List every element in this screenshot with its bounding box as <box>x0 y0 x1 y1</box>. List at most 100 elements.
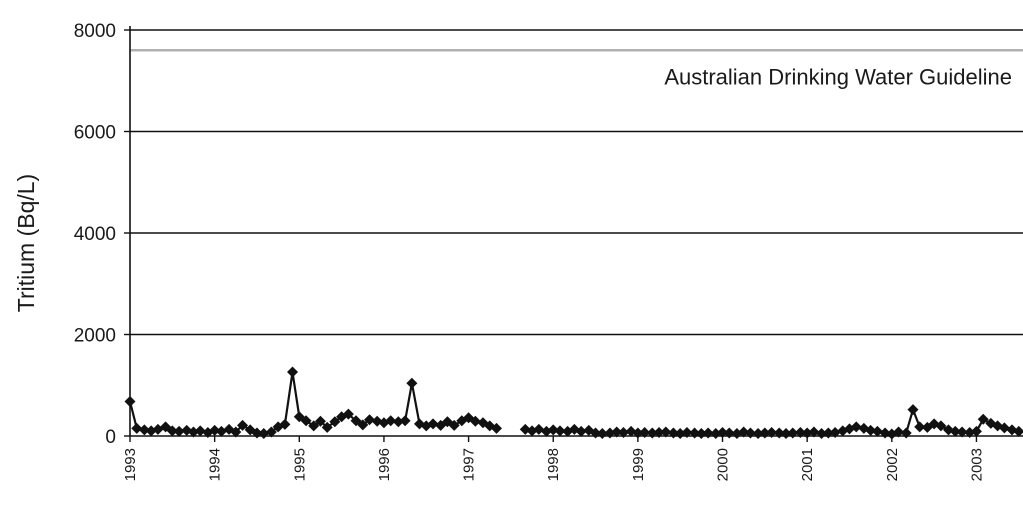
data-point <box>173 425 185 437</box>
data-point <box>265 426 277 438</box>
x-tick-label: 1997 <box>461 448 478 481</box>
data-point <box>575 425 587 437</box>
data-point <box>364 414 376 426</box>
data-point <box>723 427 735 439</box>
x-tick-label: 1994 <box>207 448 224 481</box>
data-point <box>308 420 320 432</box>
data-point <box>780 427 792 439</box>
data-point <box>385 415 397 427</box>
data-point <box>237 419 249 431</box>
data-point <box>660 426 672 438</box>
data-point <box>392 416 404 428</box>
data-point <box>1013 425 1023 437</box>
x-tick-label: 1996 <box>376 448 393 481</box>
data-point <box>314 415 326 427</box>
data-point <box>871 425 883 437</box>
y-tick-labels: 0 2000 4000 6000 8000 <box>74 21 116 448</box>
guideline-label: Australian Drinking Water Guideline <box>664 64 1012 89</box>
data-point <box>689 427 701 439</box>
data-point <box>773 427 785 439</box>
data-point <box>469 415 481 427</box>
data-point <box>879 427 891 439</box>
data-point <box>554 425 566 437</box>
data-point <box>822 427 834 439</box>
data-point <box>209 424 221 436</box>
data-point <box>935 420 947 432</box>
data-point <box>547 424 559 436</box>
data-point <box>808 426 820 438</box>
x-tick-label: 2001 <box>799 448 816 481</box>
x-tick-label: 2003 <box>968 448 985 481</box>
y-tick-label: 8000 <box>74 21 116 42</box>
y-tick-label: 4000 <box>74 224 116 245</box>
y-tick-label: 6000 <box>74 123 116 144</box>
x-tick-label: 1998 <box>545 448 562 481</box>
x-tick-label: 2000 <box>715 448 732 481</box>
data-point <box>717 426 729 438</box>
data-point <box>342 408 354 420</box>
data-point <box>949 425 961 437</box>
axes <box>124 26 1023 442</box>
gridlines <box>130 29 1023 336</box>
x-tick-label: 2002 <box>884 448 901 481</box>
data-point <box>956 426 968 438</box>
data-point <box>850 421 862 433</box>
data-point <box>674 427 686 439</box>
data-point <box>321 421 333 433</box>
data-point <box>667 427 679 439</box>
y-tick-label: 2000 <box>74 326 116 347</box>
data-point <box>357 419 369 431</box>
data-point <box>448 419 460 431</box>
data-point <box>646 427 658 439</box>
data-point <box>611 426 623 438</box>
data-point <box>977 413 989 425</box>
data-point <box>865 424 877 436</box>
data-point <box>695 427 707 439</box>
data-point <box>632 427 644 439</box>
data-point <box>329 416 341 428</box>
data-point <box>998 422 1010 434</box>
x-tick-labels: 1993 1994 1995 1996 1997 1998 1999 2000 2001 2002… <box>122 448 985 481</box>
data-point <box>124 395 136 407</box>
data-point <box>964 426 976 438</box>
data-point <box>187 426 199 438</box>
data-point <box>491 422 503 434</box>
data-point <box>900 427 912 439</box>
data-point <box>702 427 714 439</box>
data-point <box>300 415 312 427</box>
data-point <box>131 422 143 434</box>
x-tick-label: 1999 <box>630 448 647 481</box>
data-point <box>829 426 841 438</box>
data-point <box>710 427 722 439</box>
x-tick-label: 1993 <box>122 448 139 481</box>
data-point <box>166 425 178 437</box>
data-point <box>787 427 799 439</box>
data-point <box>215 425 227 437</box>
data-point <box>801 427 813 439</box>
data-point <box>427 418 439 430</box>
data-point <box>194 425 206 437</box>
data-point <box>138 424 150 436</box>
data-point <box>617 426 629 438</box>
data-point <box>287 366 299 378</box>
data-point <box>816 427 828 439</box>
data-point <box>653 426 665 438</box>
x-tick-label: 1995 <box>291 448 308 481</box>
data-point <box>604 427 616 439</box>
data-point <box>794 426 806 438</box>
data-point <box>406 377 418 389</box>
guideline-reference: Australian Drinking Water Guideline <box>130 49 1023 89</box>
data-point <box>596 427 608 439</box>
data-point <box>914 421 926 433</box>
data-point <box>744 427 756 439</box>
series-tritium <box>124 366 1023 440</box>
data-point <box>970 425 982 437</box>
data-point <box>639 426 651 438</box>
data-point <box>738 426 750 438</box>
data-point <box>759 427 771 439</box>
data-point <box>533 423 545 435</box>
data-point <box>279 418 291 430</box>
data-point <box>752 427 764 439</box>
data-point <box>893 426 905 438</box>
